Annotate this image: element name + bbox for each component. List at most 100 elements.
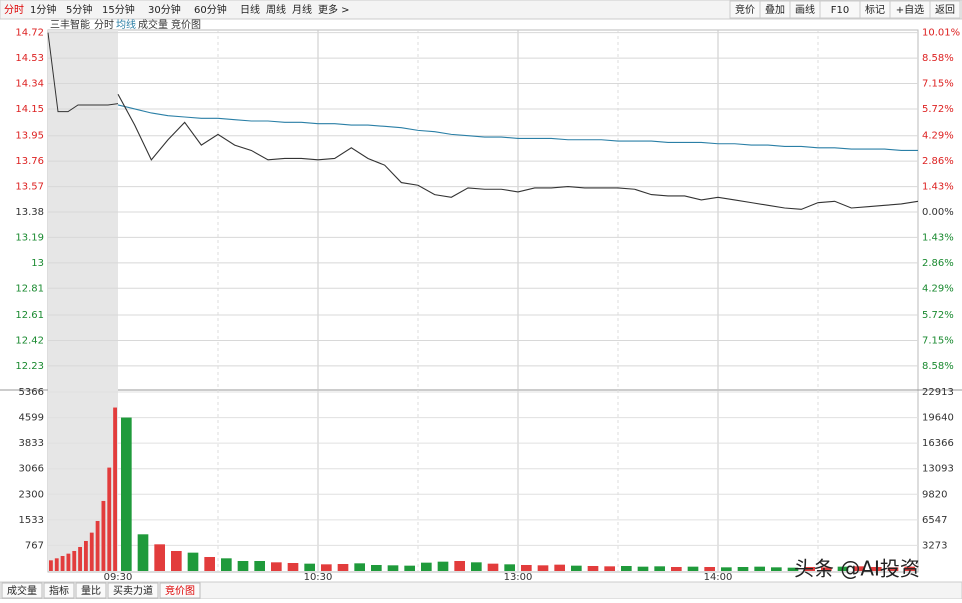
tab[interactable]: 60分钟 — [194, 3, 227, 16]
volume-bar — [187, 552, 199, 571]
bottom-tab-label[interactable]: 量比 — [81, 585, 101, 597]
volume-bar — [421, 562, 432, 571]
price-tick-label: 12.81 — [15, 283, 44, 294]
volume-bar — [504, 564, 515, 571]
button-label[interactable]: 画线 — [795, 3, 815, 16]
volume-tick-label: 767 — [25, 540, 44, 551]
price-tick-label: 13.95 — [15, 131, 44, 142]
auction-volume-bar — [54, 558, 59, 571]
price-tick-label: 14.34 — [15, 79, 44, 90]
pct-tick-label: 8.58% — [922, 361, 954, 372]
legend-price: 分时 — [94, 19, 114, 31]
volume-bar — [737, 566, 749, 571]
volume-right-label: 3273 — [922, 540, 947, 551]
bottom-tab-label[interactable]: 指标 — [49, 584, 69, 597]
auction-volume-bar — [60, 555, 65, 571]
tab[interactable]: 30分钟 — [148, 3, 181, 16]
tab[interactable]: 1分钟 — [30, 3, 56, 16]
tab[interactable]: 5分钟 — [66, 3, 92, 16]
volume-bar — [171, 550, 182, 571]
price-tick-label: 13.19 — [15, 232, 44, 243]
volume-right-label: 19640 — [922, 413, 954, 424]
volume-bar — [654, 566, 665, 571]
volume-bar — [371, 564, 382, 571]
tab[interactable]: 周线 — [266, 3, 286, 16]
time-label: 09:30 — [104, 572, 133, 583]
volume-bar — [471, 562, 482, 571]
pct-tick-label: 0.00% — [922, 207, 954, 218]
volume-bar — [804, 566, 815, 571]
button-label[interactable]: +自选 — [896, 3, 924, 16]
volume-tick-label: 1533 — [19, 515, 44, 526]
pct-tick-label: 2.86% — [922, 258, 954, 269]
volume-bar — [604, 566, 615, 571]
volume-bar — [521, 564, 532, 571]
volume-bar — [437, 561, 449, 571]
bottom-tab[interactable] — [43, 582, 75, 599]
volume-bar — [154, 544, 165, 571]
auction-area — [48, 30, 118, 571]
volume-bar — [454, 560, 465, 571]
price-tick-label: 14.53 — [15, 53, 44, 64]
volume-bar — [137, 534, 149, 571]
pct-tick-label: 4.29% — [922, 131, 954, 142]
button[interactable] — [729, 0, 761, 19]
price-tick-label: 14.15 — [15, 104, 44, 115]
bottom-tab[interactable] — [159, 582, 201, 599]
auction-volume-bar — [84, 540, 88, 571]
volume-bar — [287, 562, 299, 571]
volume-bar — [271, 562, 282, 571]
pct-tick-label: 8.58% — [922, 53, 954, 64]
price-line — [117, 93, 919, 210]
auction-volume-bar — [95, 520, 100, 571]
bottom-tab[interactable] — [1, 582, 43, 599]
volume-bar — [754, 566, 765, 571]
auction-volume-bar — [66, 553, 71, 571]
volume-bar — [887, 567, 899, 571]
volume-bar — [854, 566, 865, 571]
volume-bar — [354, 563, 365, 571]
time-label: 13:00 — [504, 572, 533, 583]
volume-bar — [821, 567, 832, 571]
bottom-tab-label[interactable]: 竞价图 — [165, 584, 195, 597]
price-tick-label: 14.72 — [15, 28, 44, 39]
tab[interactable]: 更多 > — [318, 3, 350, 16]
bottom-tab-label[interactable]: 买卖力道 — [113, 584, 153, 597]
volume-bar — [721, 567, 732, 571]
bottom-tab[interactable] — [107, 582, 159, 599]
auction-volume-bar — [89, 532, 94, 571]
tab[interactable]: 月线 — [292, 3, 312, 16]
volume-bar — [321, 564, 332, 571]
tab[interactable]: 日线 — [240, 3, 260, 16]
volume-bar — [671, 566, 682, 571]
bottom-tab-label[interactable]: 成交量 — [7, 584, 37, 597]
button-label[interactable]: 标记 — [865, 4, 885, 16]
bottom-tab[interactable] — [75, 582, 107, 599]
volume-right-label: 9820 — [922, 489, 947, 500]
button-label[interactable]: F10 — [831, 5, 849, 16]
button-label[interactable]: 返回 — [935, 4, 955, 16]
pct-tick-label: 1.43% — [922, 182, 954, 193]
price-tick-label: 13.38 — [15, 207, 44, 218]
volume-bar — [771, 567, 782, 571]
legend-volume: 成交量 — [138, 18, 168, 31]
auction-volume-bar — [107, 467, 112, 571]
volume-bar — [787, 567, 799, 571]
volume-bar — [837, 566, 849, 571]
auction-line — [47, 32, 119, 113]
tab[interactable]: 15分钟 — [102, 3, 135, 16]
avg-line — [117, 104, 918, 151]
toolbar — [0, 0, 962, 20]
volume-right-label: 22913 — [922, 387, 954, 398]
stock-name: 三丰智能 — [50, 18, 90, 31]
volume-bar — [621, 565, 632, 571]
tab[interactable]: 分时 — [4, 4, 24, 16]
button-label[interactable]: 竞价 — [735, 3, 755, 16]
button-label[interactable]: 叠加 — [765, 4, 785, 16]
price-tick-label: 13.76 — [15, 156, 44, 167]
volume-bar — [637, 566, 649, 571]
volume-right-label: 13093 — [922, 464, 954, 475]
volume-bar — [387, 565, 399, 571]
legend-auction: 竞价图 — [171, 18, 201, 31]
